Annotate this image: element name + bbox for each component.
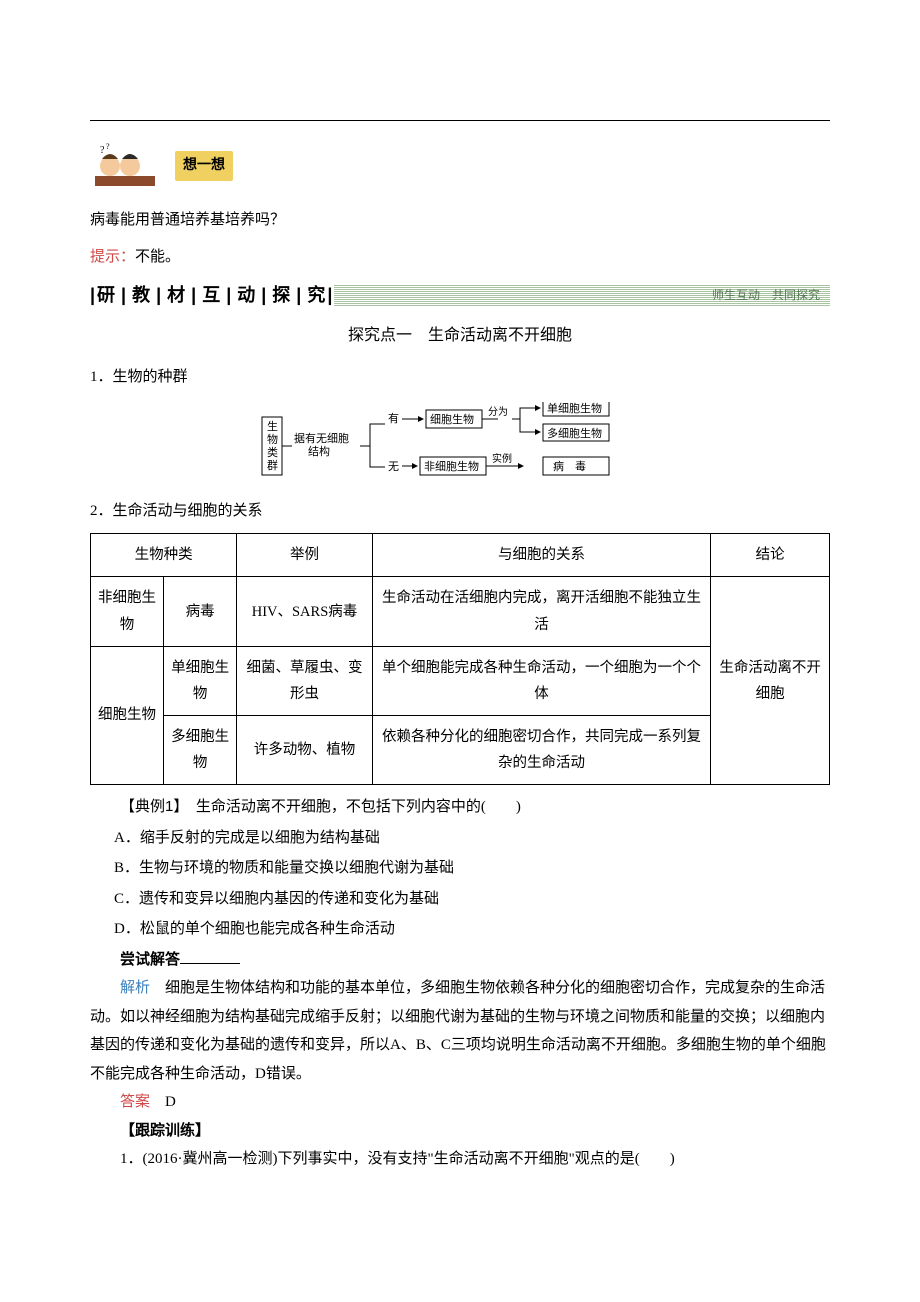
explore-title: 探究点一 生命活动离不开细胞 [90, 321, 830, 351]
cell: 细菌、草履虫、变形虫 [237, 646, 373, 715]
cell: 单细胞生物 [164, 646, 237, 715]
cell: 细胞生物 [91, 646, 164, 784]
cell-conclusion: 生命活动离不开细胞 [711, 577, 830, 785]
svg-text:细胞生物: 细胞生物 [430, 412, 474, 426]
svg-text:无: 无 [388, 461, 399, 473]
cell: 多细胞生物 [164, 715, 237, 784]
research-stripe: 师生互动 共同探究 [334, 284, 830, 306]
top-rule [90, 120, 830, 121]
hint-text: 不能。 [135, 249, 180, 265]
try-answer: 尝试解答 [90, 946, 830, 975]
th-species: 生物种类 [91, 534, 237, 577]
svg-text:有: 有 [388, 411, 399, 425]
option-d: D．松鼠的单个细胞也能完成各种生命活动 [90, 915, 830, 944]
svg-text:分为: 分为 [488, 406, 508, 418]
classification-diagram: 生 物 类 群 据有无细胞 结构 有 无 细胞生物 非细胞生物 分为 单细胞生物… [90, 402, 830, 487]
answer-value: D [165, 1094, 176, 1110]
research-title: |研|教|材|互|动|探|究| [90, 278, 334, 312]
followup-label: 【跟踪训练】 [120, 1122, 210, 1139]
svg-text:类: 类 [267, 445, 278, 459]
try-label: 尝试解答 [120, 951, 180, 968]
svg-text:病 毒: 病 毒 [553, 459, 586, 473]
hint-line: 提示：不能。 [90, 243, 830, 272]
hint-label: 提示： [90, 249, 135, 265]
question-text: 病毒能用普通培养基培养吗？ [90, 206, 830, 235]
cell: 非细胞生物 [91, 577, 164, 646]
table-row: 非细胞生物 病毒 HIV、SARS病毒 生命活动在活细胞内完成，离开活细胞不能独… [91, 577, 830, 646]
analysis-label: 解析 [120, 980, 150, 996]
svg-text:多细胞生物: 多细胞生物 [547, 426, 602, 440]
section-2-heading: 2．生命活动与细胞的关系 [90, 497, 830, 526]
analysis-paragraph: 解析 细胞是生物体结构和功能的基本单位，多细胞生物依赖各种分化的细胞密切合作，完… [90, 974, 830, 1088]
th-conclusion: 结论 [711, 534, 830, 577]
th-example: 举例 [237, 534, 373, 577]
example-1: 【典例1】 生命活动离不开细胞，不包括下列内容中的( ) [90, 793, 830, 822]
svg-text:?: ? [106, 142, 110, 151]
section-1-heading: 1．生物的种群 [90, 363, 830, 392]
th-relation: 与细胞的关系 [372, 534, 710, 577]
svg-text:结构: 结构 [308, 444, 330, 458]
cell: 单个细胞能完成各种生命活动，一个细胞为一个个体 [372, 646, 710, 715]
svg-text:单细胞生物: 单细胞生物 [547, 402, 602, 415]
cartoon-illustration: ? ? [90, 141, 160, 191]
answer-label: 答案 [120, 1094, 150, 1110]
svg-text:实例: 实例 [492, 452, 512, 465]
think-block: ? ? 想一想 [90, 141, 830, 191]
blank-underline [180, 963, 240, 964]
cell: 病毒 [164, 577, 237, 646]
svg-text:?: ? [100, 145, 105, 156]
example-stem: 生命活动离不开细胞，不包括下列内容中的( ) [196, 799, 521, 815]
cell: 依赖各种分化的细胞密切合作，共同完成一系列复杂的生命活动 [372, 715, 710, 784]
relationship-table: 生物种类 举例 与细胞的关系 结论 非细胞生物 病毒 HIV、SARS病毒 生命… [90, 533, 830, 785]
followup-q1: 1．(2016·冀州高一检测)下列事实中，没有支持"生命活动离不开细胞"观点的是… [90, 1145, 830, 1174]
svg-text:物: 物 [267, 432, 278, 446]
cell: HIV、SARS病毒 [237, 577, 373, 646]
svg-text:据有无细胞: 据有无细胞 [294, 431, 349, 445]
cell: 生命活动在活细胞内完成，离开活细胞不能独立生活 [372, 577, 710, 646]
analysis-text: 细胞是生物体结构和功能的基本单位，多细胞生物依赖各种分化的细胞密切合作，完成复杂… [90, 980, 826, 1082]
followup-heading: 【跟踪训练】 [90, 1117, 830, 1146]
svg-text:非细胞生物: 非细胞生物 [424, 459, 479, 473]
research-banner: |研|教|材|互|动|探|究| 师生互动 共同探究 [90, 281, 830, 309]
option-c: C．遗传和变异以细胞内基因的传递和变化为基础 [90, 885, 830, 914]
stripe-text: 师生互动 共同探究 [712, 284, 820, 307]
svg-text:群: 群 [267, 458, 278, 472]
example-label: 【典例1】 [120, 798, 181, 815]
option-a: A．缩手反射的完成是以细胞为结构基础 [90, 824, 830, 853]
think-badge: 想一想 [175, 151, 233, 182]
option-b: B．生物与环境的物质和能量交换以细胞代谢为基础 [90, 854, 830, 883]
d-root-1: 生 [267, 419, 278, 433]
table-row: 生物种类 举例 与细胞的关系 结论 [91, 534, 830, 577]
answer-line: 答案 D [90, 1088, 830, 1117]
cell: 许多动物、植物 [237, 715, 373, 784]
